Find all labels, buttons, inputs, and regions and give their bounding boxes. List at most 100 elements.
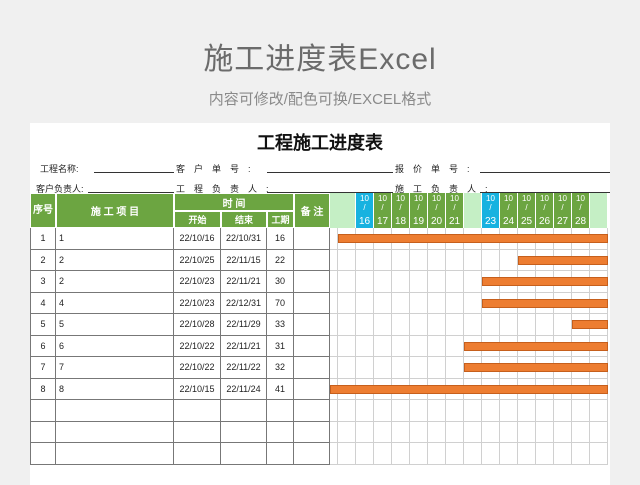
cell-seq[interactable]: 6 [30, 335, 56, 357]
cell-duration[interactable]: 16 [267, 228, 294, 250]
cell-start[interactable]: 22/10/22 [174, 335, 221, 357]
gantt-bar[interactable] [518, 255, 608, 265]
cell-note[interactable] [294, 335, 330, 357]
cell-start[interactable]: 22/10/28 [174, 314, 221, 336]
cell-item[interactable]: 8 [56, 378, 174, 400]
client-contact-field[interactable] [88, 192, 174, 193]
cell-seq[interactable]: 8 [30, 378, 56, 400]
cell-duration[interactable]: 70 [267, 292, 294, 314]
project-lead-field[interactable] [267, 192, 393, 193]
cell-duration[interactable]: 31 [267, 335, 294, 357]
cell-note[interactable] [294, 400, 330, 422]
quote-no-label: 报 价 单 号 : [395, 164, 470, 174]
gantt-cell [410, 400, 428, 422]
gantt-cell [410, 271, 428, 293]
cell-seq[interactable] [30, 443, 56, 465]
cell-end[interactable]: 22/11/21 [221, 335, 267, 357]
sheet-title: 工程施工进度表 [257, 133, 383, 153]
cell-end[interactable]: 22/12/31 [221, 292, 267, 314]
gantt-cell [446, 421, 464, 443]
cell-start[interactable]: 22/10/23 [174, 292, 221, 314]
cell-note[interactable] [294, 443, 330, 465]
cell-item[interactable]: 2 [56, 249, 174, 271]
cell-note[interactable] [294, 314, 330, 336]
day-number [464, 214, 482, 228]
cell-start[interactable]: 22/10/16 [174, 228, 221, 250]
cell-note[interactable] [294, 421, 330, 443]
cell-end[interactable]: 22/11/22 [221, 357, 267, 379]
cell-start[interactable] [174, 400, 221, 422]
cell-seq[interactable]: 3 [30, 271, 56, 293]
gantt-cell [464, 314, 482, 336]
cell-seq[interactable] [30, 400, 56, 422]
cell-item[interactable]: 4 [56, 292, 174, 314]
cell-item[interactable] [56, 443, 174, 465]
cell-seq[interactable]: 4 [30, 292, 56, 314]
gantt-cell [446, 314, 464, 336]
gantt-cell [464, 249, 482, 271]
gantt-bar[interactable] [338, 234, 608, 243]
cell-seq[interactable] [30, 421, 56, 443]
cell-duration[interactable]: 33 [267, 314, 294, 336]
cell-item[interactable]: 2 [56, 271, 174, 293]
gantt-cell [392, 335, 410, 357]
cell-end[interactable]: 22/10/31 [221, 228, 267, 250]
construction-lead-field[interactable] [480, 192, 610, 193]
cell-note[interactable] [294, 378, 330, 400]
cell-start[interactable]: 22/10/23 [174, 271, 221, 293]
cell-end[interactable] [221, 443, 267, 465]
cell-end[interactable]: 22/11/21 [221, 271, 267, 293]
cell-item[interactable]: 6 [56, 335, 174, 357]
gantt-cell [554, 314, 572, 336]
cell-duration[interactable]: 30 [267, 271, 294, 293]
cell-seq[interactable]: 7 [30, 357, 56, 379]
cell-end[interactable] [221, 421, 267, 443]
gantt-bar[interactable] [464, 363, 608, 372]
cell-end[interactable]: 22/11/29 [221, 314, 267, 336]
cell-seq[interactable]: 5 [30, 314, 56, 336]
cell-note[interactable] [294, 357, 330, 379]
cell-start[interactable]: 22/10/15 [174, 378, 221, 400]
cell-note[interactable] [294, 271, 330, 293]
cell-note[interactable] [294, 292, 330, 314]
cell-item[interactable] [56, 400, 174, 422]
cell-item[interactable]: 5 [56, 314, 174, 336]
cell-duration[interactable]: 32 [267, 357, 294, 379]
cell-note[interactable] [294, 249, 330, 271]
gantt-cell [500, 314, 518, 336]
cell-item[interactable] [56, 421, 174, 443]
cell-start[interactable] [174, 421, 221, 443]
cell-start[interactable]: 22/10/22 [174, 357, 221, 379]
cell-duration[interactable]: 22 [267, 249, 294, 271]
gantt-cell [410, 443, 428, 465]
gantt-cell [428, 314, 446, 336]
cell-duration[interactable] [267, 443, 294, 465]
gantt-bar[interactable] [464, 341, 608, 351]
cell-duration[interactable] [267, 421, 294, 443]
gantt-bar[interactable] [572, 320, 608, 329]
day-number: 16 [356, 214, 374, 228]
gantt-cell [338, 249, 356, 271]
cell-end[interactable]: 22/11/24 [221, 378, 267, 400]
date-separator: / [399, 203, 402, 212]
quote-no-field[interactable] [480, 172, 610, 173]
project-name-field[interactable] [94, 172, 174, 173]
cell-duration[interactable]: 41 [267, 378, 294, 400]
client-no-field[interactable] [267, 172, 393, 173]
cell-seq[interactable]: 1 [30, 228, 56, 250]
cell-seq[interactable]: 2 [30, 249, 56, 271]
gantt-cell [428, 292, 446, 314]
cell-end[interactable]: 22/11/15 [221, 249, 267, 271]
gantt-bar[interactable] [482, 298, 608, 308]
cell-note[interactable] [294, 228, 330, 250]
gantt-bar[interactable] [482, 277, 608, 286]
cell-start[interactable]: 22/10/25 [174, 249, 221, 271]
cell-duration[interactable] [267, 400, 294, 422]
cell-item[interactable]: 7 [56, 357, 174, 379]
cell-start[interactable] [174, 443, 221, 465]
gantt-cell [356, 249, 374, 271]
gantt-bar[interactable] [330, 384, 608, 394]
cell-end[interactable] [221, 400, 267, 422]
gantt-cell [338, 271, 356, 293]
cell-item[interactable]: 1 [56, 228, 174, 250]
